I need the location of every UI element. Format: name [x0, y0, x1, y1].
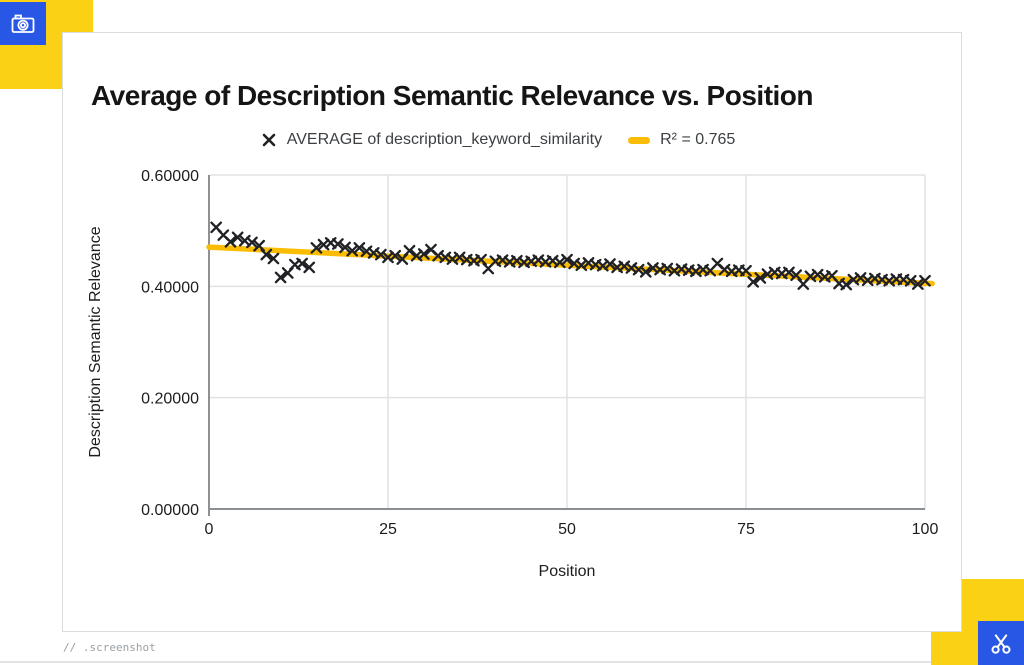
x-axis-title: Position	[539, 563, 596, 580]
chart-legend: AVERAGE of description_keyword_similarit…	[48, 127, 948, 153]
y-axis-title: Description Semantic Relevance	[87, 226, 104, 457]
x-tick-label: 75	[737, 521, 755, 538]
scatter-points	[210, 221, 931, 291]
y-tick-label: 0.40000	[141, 279, 199, 296]
chart-title: Average of Description Semantic Relevanc…	[91, 80, 814, 111]
camera-icon	[11, 14, 35, 33]
x-tick-label: 25	[379, 521, 397, 538]
screenshot-camera-button[interactable]	[0, 2, 46, 45]
scatter-chart: 0.00000 0.20000 0.40000 0.60000 0 25 50 75 100 Po…	[87, 168, 939, 580]
screenshot-scissors-button[interactable]	[978, 621, 1024, 665]
x-tick-label: 50	[558, 521, 576, 538]
chart-card	[62, 32, 962, 632]
legend-series-label: AVERAGE of description_keyword_similarit…	[286, 131, 603, 148]
page-bottom-divider	[0, 661, 931, 663]
y-tick-label: 0.00000	[141, 502, 199, 519]
legend-trend-label: R² = 0.765	[660, 131, 736, 148]
y-tick-label: 0.60000	[141, 168, 199, 185]
x-tick-label: 100	[912, 521, 939, 538]
screenshot-caption: // .screenshot	[63, 641, 156, 654]
trendline-swatch	[628, 136, 651, 144]
x-marker-icon	[262, 133, 276, 147]
x-tick-label: 0	[205, 521, 214, 538]
scissors-icon	[991, 634, 1011, 654]
y-tick-label: 0.20000	[141, 391, 199, 408]
